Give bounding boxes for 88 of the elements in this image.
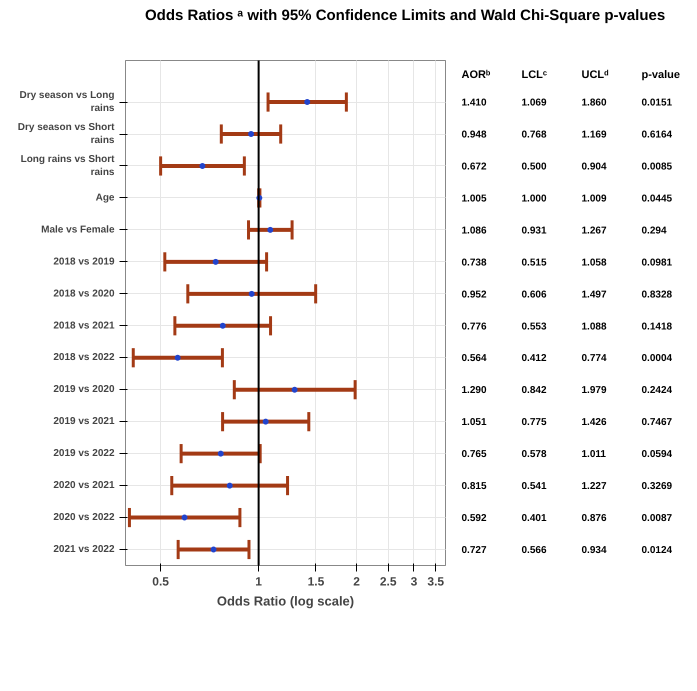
- text: 1.860: [582, 98, 607, 109]
- text: 0.0445: [642, 193, 673, 204]
- text: 0.401: [522, 513, 547, 524]
- data-label: 0.765: [462, 449, 487, 460]
- text: 0.775: [522, 417, 547, 428]
- y-tick-label: 2019 vs 2021: [53, 416, 115, 428]
- data-label: 0.592: [462, 513, 487, 524]
- text: 0.876: [582, 513, 607, 524]
- text: p-value: [642, 68, 680, 81]
- y-tick-label: 2018 vs 2022: [53, 352, 115, 364]
- y-tick-label: 2021 vs 2022: [53, 544, 115, 556]
- text: 1.069: [522, 98, 547, 109]
- text: 0.842: [522, 385, 547, 396]
- text: 1.227: [582, 481, 607, 492]
- text: 0.904: [582, 161, 607, 172]
- y-tick-label: Age: [96, 192, 115, 204]
- data-label: 0.727: [462, 545, 487, 556]
- data-label: 0.952: [462, 289, 487, 300]
- text: 0.578: [522, 449, 547, 460]
- text: 1.011: [582, 449, 606, 460]
- data-label: 0.815: [462, 481, 487, 492]
- data-label: 1.410: [462, 98, 487, 109]
- y-tick-label: 2019 vs 2020: [53, 384, 115, 396]
- y-tick-label: Dry season vs Short rains: [18, 122, 116, 146]
- text: 0.0151: [642, 98, 673, 109]
- x-axis-title: Odds Ratio (log scale): [216, 594, 354, 608]
- text: 0.1418: [642, 321, 673, 332]
- data-label: 0.738: [462, 257, 487, 268]
- text: 1.058: [582, 257, 607, 268]
- data-label: 0.564: [462, 353, 487, 364]
- text: 0.934: [582, 545, 607, 556]
- text: LCLᶜ: [522, 68, 548, 81]
- x-tick-label: 1.5: [308, 574, 325, 588]
- text: 1.426: [582, 417, 607, 428]
- text: 1.169: [582, 130, 607, 141]
- text: 0.768: [522, 130, 547, 141]
- text: 0.500: [522, 161, 547, 172]
- text: 1.267: [582, 225, 607, 236]
- text: 0.412: [522, 353, 547, 364]
- text: 0.515: [522, 257, 547, 268]
- y-tick-label: 2019 vs 2022: [53, 448, 115, 460]
- x-tick-label: 0.5: [152, 574, 170, 588]
- chart-title: Odds Ratios ᵃ with 95% Confidence Limits and Wald Chi-Square p-values: [144, 6, 666, 26]
- text: 0.7467: [642, 417, 673, 428]
- data-label: 1.005: [462, 193, 487, 204]
- y-tick-label: Long rains vs Short rains: [20, 154, 116, 178]
- text: 0.541: [522, 481, 547, 492]
- text: 0.3269: [642, 481, 673, 492]
- text: 0.0981: [642, 257, 673, 268]
- text: 0.931: [522, 225, 547, 236]
- text: 0.0004: [642, 353, 673, 364]
- text: 0.2424: [642, 385, 673, 396]
- text: 0.0594: [642, 449, 673, 460]
- text: 1.000: [522, 193, 547, 204]
- data-label: 0.672: [462, 161, 487, 172]
- text: AORᵇ: [462, 68, 491, 81]
- text: 0.553: [522, 321, 547, 332]
- y-tick-label: 2018 vs 2019: [53, 256, 115, 268]
- text: 0.566: [522, 545, 547, 556]
- y-tick-label: Male vs Female: [41, 224, 115, 236]
- x-tick-label: 3: [410, 574, 418, 588]
- text: 0.0085: [642, 161, 673, 172]
- text: 1.088: [582, 321, 607, 332]
- text: 1.979: [582, 385, 607, 396]
- text: 1.009: [582, 193, 607, 204]
- y-tick-label: 2018 vs 2020: [53, 288, 115, 300]
- text: 0.774: [582, 353, 607, 364]
- y-tick-label: Dry season vs Long rains: [19, 90, 115, 114]
- x-tick-label: 2: [353, 574, 360, 588]
- data-label: 1.086: [462, 225, 487, 236]
- y-tick-label: 2018 vs 2021: [53, 320, 115, 332]
- y-tick-label: 2020 vs 2021: [53, 480, 115, 492]
- data-label: 1.290: [462, 385, 487, 396]
- x-tick-label: 3.5: [427, 574, 444, 588]
- text: UCLᵈ: [582, 68, 610, 81]
- text: 0.0087: [642, 513, 673, 524]
- text: 0.0124: [642, 545, 673, 556]
- text: 0.606: [522, 289, 547, 300]
- data-label: 0.948: [462, 130, 487, 141]
- data-label: 1.051: [462, 417, 487, 428]
- text: 0.6164: [642, 130, 673, 141]
- y-tick-label: 2020 vs 2022: [53, 512, 115, 524]
- text: 0.8328: [642, 289, 673, 300]
- text: 1.497: [582, 289, 607, 300]
- x-tick-label: 1: [255, 574, 262, 588]
- x-tick-label: 2.5: [380, 574, 397, 588]
- data-label: 0.776: [462, 321, 487, 332]
- text: 0.294: [642, 225, 667, 236]
